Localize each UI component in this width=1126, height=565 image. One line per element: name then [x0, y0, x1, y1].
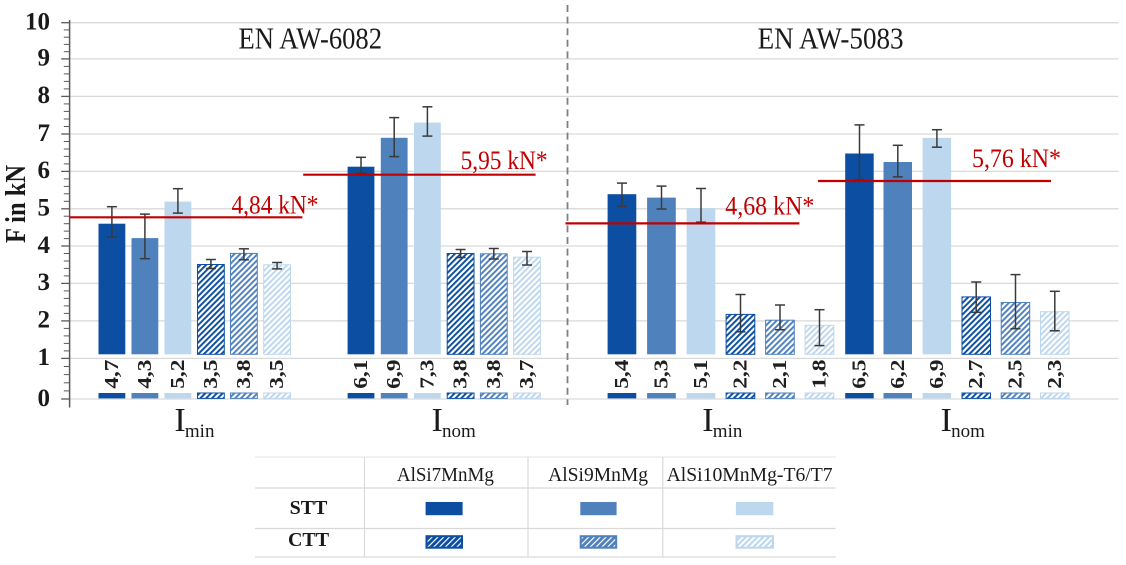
svg-text:4,84 kN*: 4,84 kN* [232, 191, 319, 220]
svg-text:7,3: 7,3 [416, 360, 438, 389]
svg-text:2,5: 2,5 [1005, 359, 1027, 388]
svg-text:5,4: 5,4 [611, 360, 633, 389]
svg-text:nom: nom [951, 421, 985, 442]
svg-text:STT: STT [290, 497, 328, 519]
svg-text:F in kN: F in kN [1, 165, 32, 243]
svg-text:3,8: 3,8 [233, 360, 255, 389]
svg-text:I: I [432, 402, 443, 439]
svg-text:5,3: 5,3 [651, 360, 673, 389]
svg-text:5: 5 [38, 195, 51, 222]
svg-text:3,5: 3,5 [266, 360, 288, 389]
svg-text:4,68 kN*: 4,68 kN* [725, 192, 814, 221]
svg-text:6,1: 6,1 [350, 360, 372, 389]
svg-text:3,5: 3,5 [200, 360, 222, 389]
svg-text:min: min [185, 421, 215, 442]
svg-text:nom: nom [442, 421, 476, 442]
svg-text:4: 4 [38, 232, 51, 259]
svg-text:AlSi9MnMg: AlSi9MnMg [548, 464, 648, 486]
svg-text:I: I [174, 402, 185, 439]
svg-text:10: 10 [25, 9, 50, 36]
svg-text:EN AW-5083: EN AW-5083 [758, 21, 904, 56]
svg-text:min: min [713, 421, 743, 442]
svg-text:4,7: 4,7 [101, 360, 123, 389]
svg-text:AlSi7MnMg: AlSi7MnMg [397, 464, 494, 486]
svg-text:5,95 kN*: 5,95 kN* [461, 146, 548, 175]
svg-text:EN AW-6082: EN AW-6082 [239, 21, 383, 56]
svg-text:2,1: 2,1 [769, 360, 791, 389]
svg-text:8: 8 [38, 82, 51, 109]
svg-text:6,9: 6,9 [926, 360, 948, 389]
svg-text:CTT: CTT [288, 529, 330, 551]
svg-text:2,3: 2,3 [1044, 359, 1066, 388]
svg-text:1,8: 1,8 [809, 360, 831, 389]
svg-text:0: 0 [38, 385, 51, 412]
svg-text:2,7: 2,7 [965, 360, 987, 389]
svg-text:6,5: 6,5 [849, 360, 871, 389]
svg-text:5,76 kN*: 5,76 kN* [972, 144, 1061, 173]
svg-text:6,9: 6,9 [383, 360, 405, 389]
svg-text:6,2: 6,2 [887, 360, 909, 389]
svg-text:2: 2 [38, 307, 51, 334]
svg-text:4,3: 4,3 [134, 360, 156, 389]
svg-text:I: I [941, 402, 952, 439]
svg-text:1: 1 [38, 344, 51, 371]
svg-text:I: I [702, 402, 713, 439]
svg-text:2,2: 2,2 [730, 360, 752, 389]
svg-text:6: 6 [38, 157, 51, 184]
svg-text:3,8: 3,8 [483, 360, 505, 389]
svg-text:3,7: 3,7 [516, 360, 538, 389]
svg-text:AlSi10MnMg-T6/T7: AlSi10MnMg-T6/T7 [667, 464, 833, 486]
svg-text:5,1: 5,1 [690, 360, 712, 389]
svg-text:7: 7 [38, 120, 51, 147]
svg-text:5,2: 5,2 [167, 360, 189, 389]
svg-text:3,8: 3,8 [450, 360, 472, 389]
svg-text:9: 9 [38, 45, 51, 72]
svg-text:3: 3 [38, 269, 51, 296]
